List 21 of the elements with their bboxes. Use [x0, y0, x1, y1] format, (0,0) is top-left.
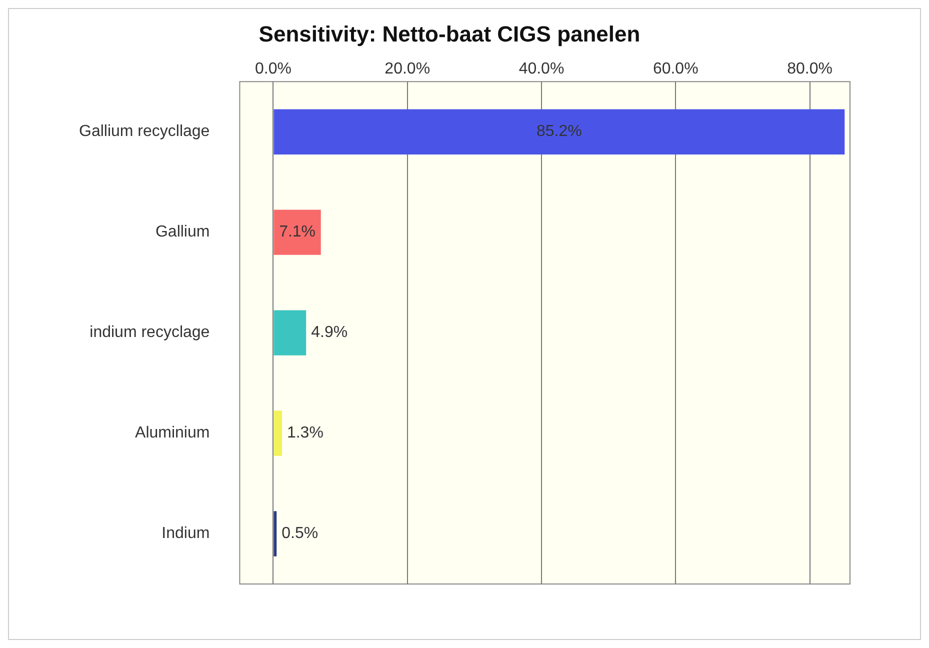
x-tick-label: 20.0% [384, 60, 430, 78]
x-tick-label: 60.0% [652, 60, 698, 78]
data-label: 1.3% [286, 424, 324, 442]
x-tick-label: 0.0% [255, 60, 292, 78]
bar [274, 310, 306, 356]
data-label: 0.5% [282, 525, 318, 542]
bar [274, 511, 277, 556]
x-tick-label: 80.0% [787, 60, 832, 78]
chart-title: Sensitivity: Netto-baat CIGS panelen [258, 21, 640, 46]
data-label: 85.2% [536, 123, 582, 140]
x-tick-label: 40.0% [518, 60, 564, 78]
y-tick-label: Aluminium [135, 424, 210, 442]
data-label: 4.9% [311, 324, 348, 342]
bar [274, 109, 845, 154]
data-label: 7.1% [279, 224, 316, 241]
bar [274, 210, 321, 255]
bar [274, 410, 282, 456]
y-tick-label: Gallium [155, 224, 210, 241]
y-tick-label: Gallium recycllage [78, 123, 210, 140]
y-tick-label: indium recyclage [90, 324, 210, 342]
y-tick-label: Indium [162, 525, 210, 542]
